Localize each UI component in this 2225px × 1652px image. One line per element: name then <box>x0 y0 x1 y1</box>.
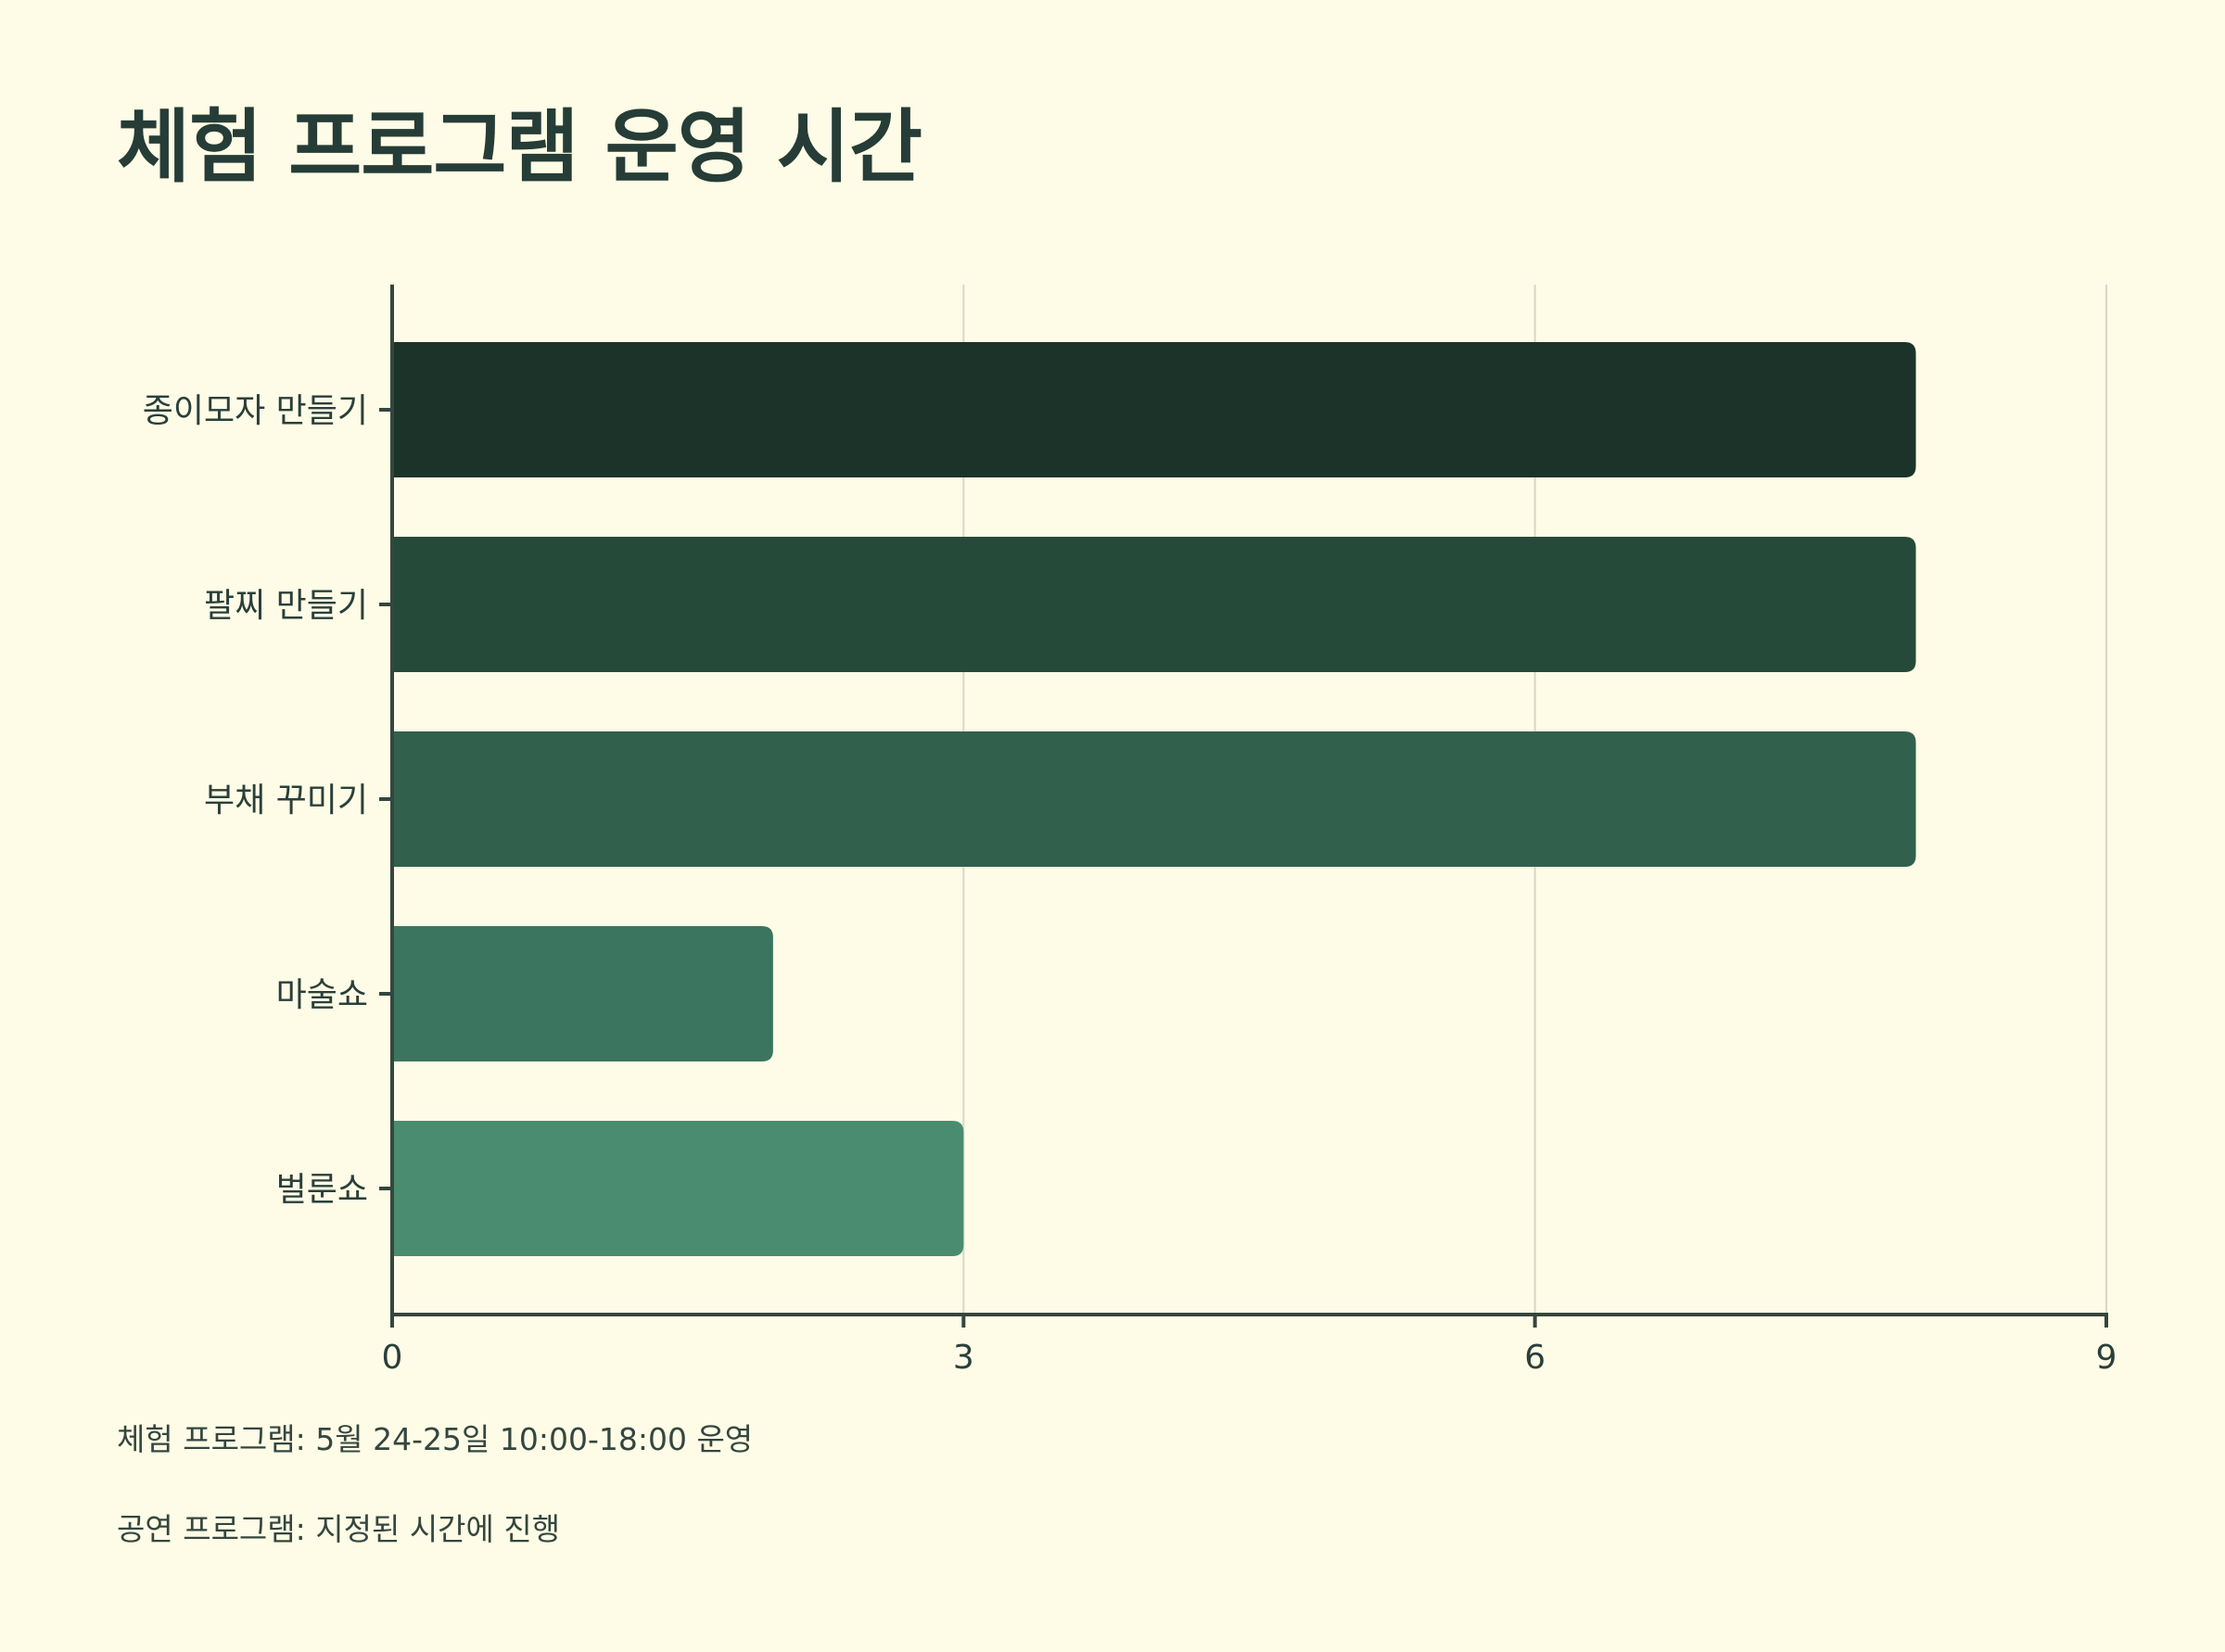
y-category-label: 벌룬쇼 <box>276 1171 368 1209</box>
note-experience-program: 체험 프로그램: 5월 24-25일 10:00-18:00 운영 <box>117 1421 754 1457</box>
y-category-label: 부채 꾸미기 <box>204 782 368 820</box>
bar-3 <box>392 731 1916 867</box>
x-tick-label: 9 <box>2096 1339 2117 1377</box>
bar-1 <box>392 342 1916 477</box>
bar-2 <box>392 537 1916 672</box>
note-performance-program: 공연 프로그램: 지정된 시간에 진행 <box>117 1511 561 1547</box>
chart-title: 체험 프로그램 운영 시간 <box>117 101 922 194</box>
bar-4 <box>392 926 773 1061</box>
x-tick-label: 0 <box>382 1339 403 1377</box>
y-category-label: 팔찌 만들기 <box>204 587 368 625</box>
x-tick-label: 6 <box>1524 1339 1545 1377</box>
bar-5 <box>392 1121 964 1256</box>
bars <box>392 342 1916 1256</box>
y-category-label: 마술쇼 <box>276 976 368 1014</box>
x-tick-label: 3 <box>953 1339 974 1377</box>
axes <box>379 285 2108 1328</box>
y-category-label: 종이모자 만들기 <box>143 392 368 430</box>
